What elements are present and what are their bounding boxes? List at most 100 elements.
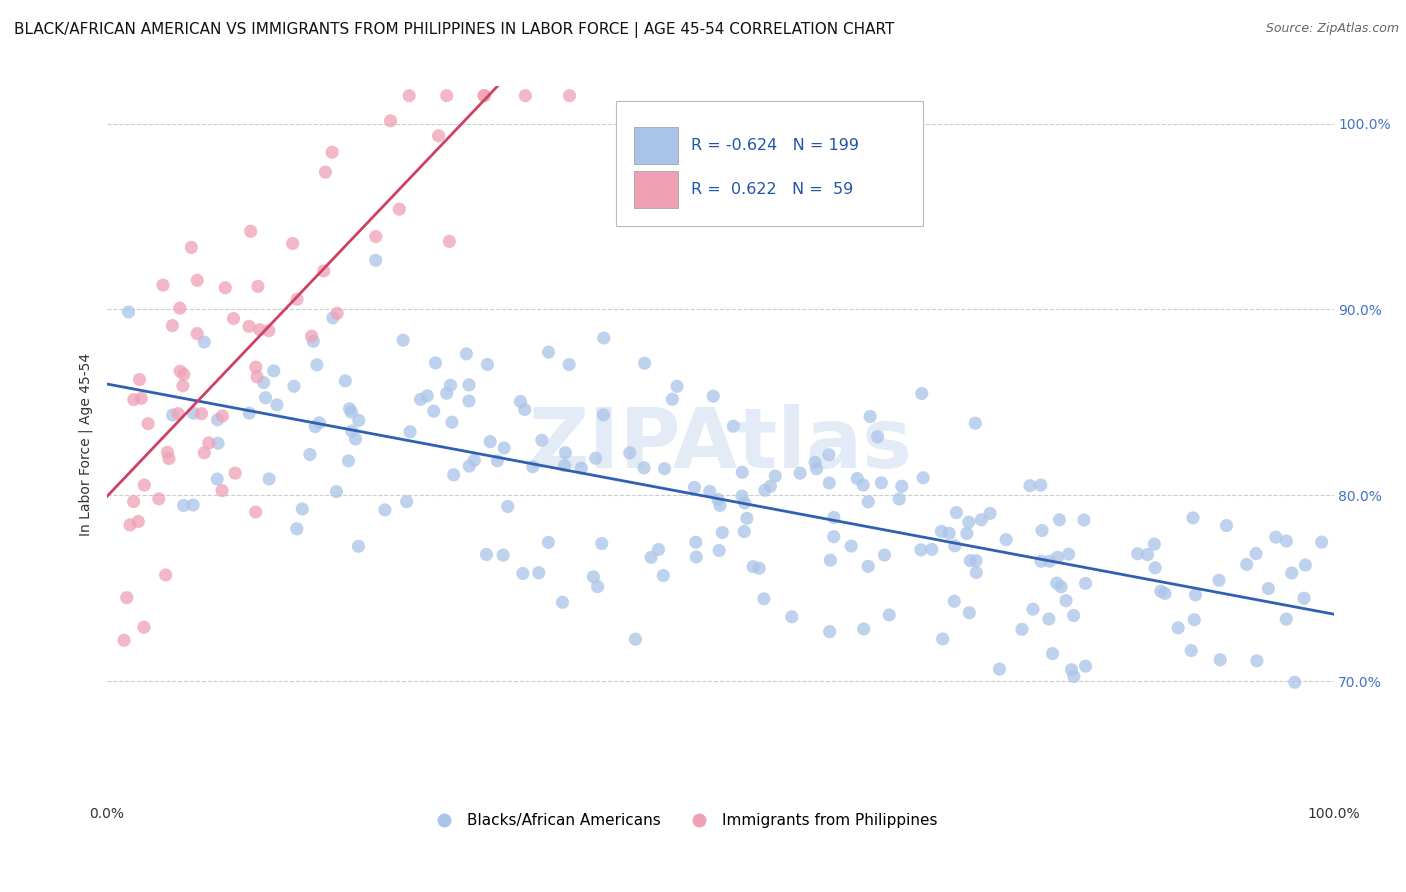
Point <box>873 548 896 562</box>
Point <box>281 236 304 251</box>
Point <box>347 413 370 427</box>
Text: R = -0.624   N = 199: R = -0.624 N = 199 <box>690 138 859 153</box>
Point <box>683 480 706 494</box>
Point <box>257 324 280 338</box>
Point <box>921 542 943 557</box>
Point <box>624 632 647 647</box>
Point <box>866 430 889 444</box>
Point <box>1046 576 1069 591</box>
Point <box>912 471 935 485</box>
Point <box>398 88 420 103</box>
Point <box>852 478 875 492</box>
Point <box>326 306 349 320</box>
Point <box>207 436 229 450</box>
Point <box>1275 612 1298 626</box>
Point <box>183 406 205 420</box>
Point <box>136 417 159 431</box>
Point <box>374 503 396 517</box>
Point <box>173 368 195 382</box>
Point <box>759 479 782 493</box>
Point <box>890 479 912 493</box>
Point <box>458 394 481 409</box>
Point <box>591 536 613 550</box>
Point <box>582 570 605 584</box>
Point <box>839 539 862 553</box>
Point <box>364 253 387 268</box>
Point <box>254 391 277 405</box>
Point <box>322 310 344 325</box>
Point <box>1057 547 1080 561</box>
Point <box>180 240 202 254</box>
Point <box>416 389 439 403</box>
Point <box>859 409 882 424</box>
Point <box>685 549 707 564</box>
Point <box>1050 580 1073 594</box>
Point <box>1063 669 1085 683</box>
Text: ZIPAtlas: ZIPAtlas <box>529 404 912 485</box>
Point <box>666 379 689 393</box>
Point <box>475 548 498 562</box>
Point <box>585 451 607 466</box>
Point <box>1054 593 1077 607</box>
Point <box>522 459 544 474</box>
Point <box>285 522 308 536</box>
Point <box>661 392 683 407</box>
Point <box>569 461 592 475</box>
Point <box>347 539 370 553</box>
Point <box>748 561 770 575</box>
Point <box>238 319 260 334</box>
Point <box>1049 513 1071 527</box>
Point <box>427 128 450 143</box>
Point <box>1182 613 1205 627</box>
Point <box>172 378 194 392</box>
Point <box>1022 602 1045 616</box>
Point <box>1136 548 1159 562</box>
Point <box>239 224 262 238</box>
Point <box>742 559 765 574</box>
Point <box>214 281 236 295</box>
Point <box>652 568 675 582</box>
Point <box>1150 584 1173 599</box>
Point <box>155 568 177 582</box>
Point <box>162 318 184 333</box>
Point <box>734 496 756 510</box>
Point <box>723 419 745 434</box>
Point <box>592 408 614 422</box>
Point <box>709 499 731 513</box>
Point <box>931 524 953 539</box>
Point <box>558 358 581 372</box>
Point <box>1073 513 1095 527</box>
Point <box>846 471 869 485</box>
Point <box>321 145 343 160</box>
Point <box>312 264 335 278</box>
Point <box>1029 478 1052 492</box>
Point <box>443 467 465 482</box>
Point <box>245 505 267 519</box>
Point <box>818 475 841 490</box>
Point <box>1031 524 1053 538</box>
Point <box>246 279 269 293</box>
Point <box>129 391 152 405</box>
Point <box>1182 511 1205 525</box>
Point <box>633 356 655 370</box>
Point <box>252 376 274 390</box>
Point <box>463 453 485 467</box>
FancyBboxPatch shape <box>634 170 678 208</box>
Point <box>157 451 180 466</box>
Point <box>186 273 208 287</box>
Point <box>173 499 195 513</box>
Point <box>122 392 145 407</box>
Point <box>117 305 139 319</box>
Point <box>965 554 987 568</box>
Point <box>395 494 418 508</box>
Point <box>711 525 734 540</box>
Point <box>1167 621 1189 635</box>
Point <box>291 502 314 516</box>
Point <box>148 491 170 506</box>
Point <box>1284 675 1306 690</box>
Point <box>1011 623 1033 637</box>
Point <box>325 484 347 499</box>
Point <box>436 386 458 401</box>
Point <box>249 323 271 337</box>
FancyBboxPatch shape <box>634 127 678 164</box>
